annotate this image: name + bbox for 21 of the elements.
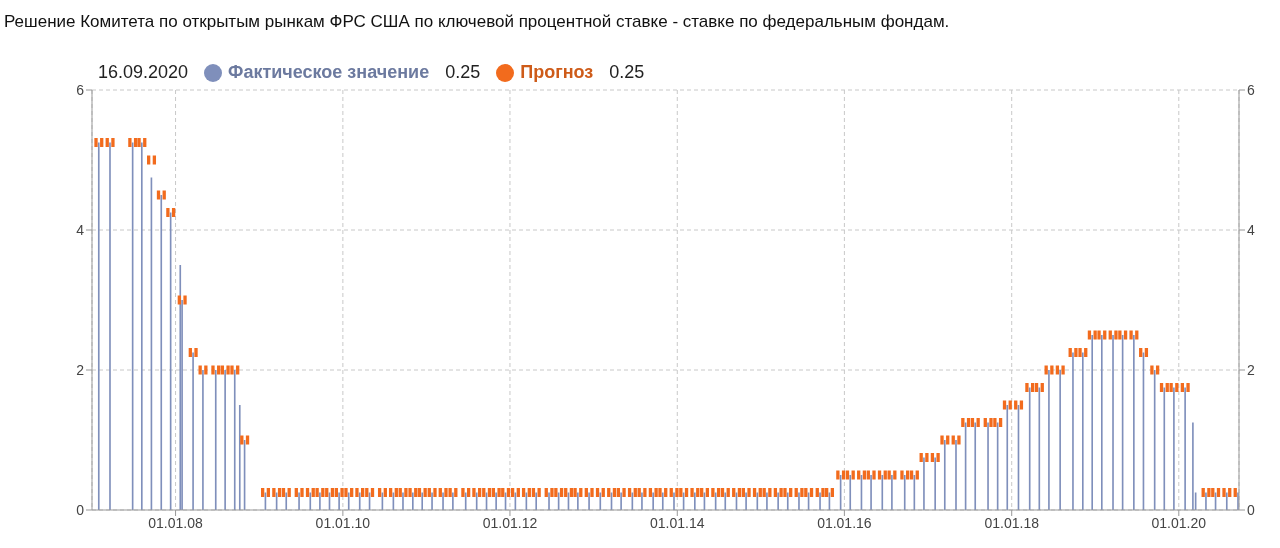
legend-label: Фактическое значение — [228, 62, 430, 83]
x-tick-label: 01.01.18 — [984, 514, 1040, 531]
y-tick-label: 0 — [76, 501, 85, 518]
legend-label: Прогноз — [520, 62, 594, 83]
text: 0.25 — [445, 62, 481, 83]
x-tick-label: 01.01.12 — [482, 514, 538, 531]
x-tick-label: 01.01.20 — [1151, 514, 1207, 531]
y2-tick-label: 0 — [1247, 501, 1255, 518]
y2-tick-label: 4 — [1247, 221, 1255, 238]
y-tick-label: 4 — [76, 221, 85, 238]
x-tick-label: 01.01.14 — [650, 514, 705, 531]
x-tick-label: 01.01.10 — [315, 514, 371, 531]
y2-tick-label: 2 — [1247, 361, 1255, 378]
y-tick-label: 6 — [76, 81, 85, 98]
text: 0.25 — [609, 62, 645, 83]
text: 16.09.2020 — [98, 62, 189, 83]
y2-tick-label: 6 — [1247, 81, 1255, 98]
chart-title: Решение Комитета по открытым рынкам ФРС США по ключевой процентной ставке - ставке по федеральным фондам. — [4, 12, 950, 32]
x-tick-label: 01.01.08 — [148, 514, 204, 531]
y-tick-label: 2 — [76, 361, 85, 378]
x-tick-label: 01.01.16 — [817, 514, 872, 531]
